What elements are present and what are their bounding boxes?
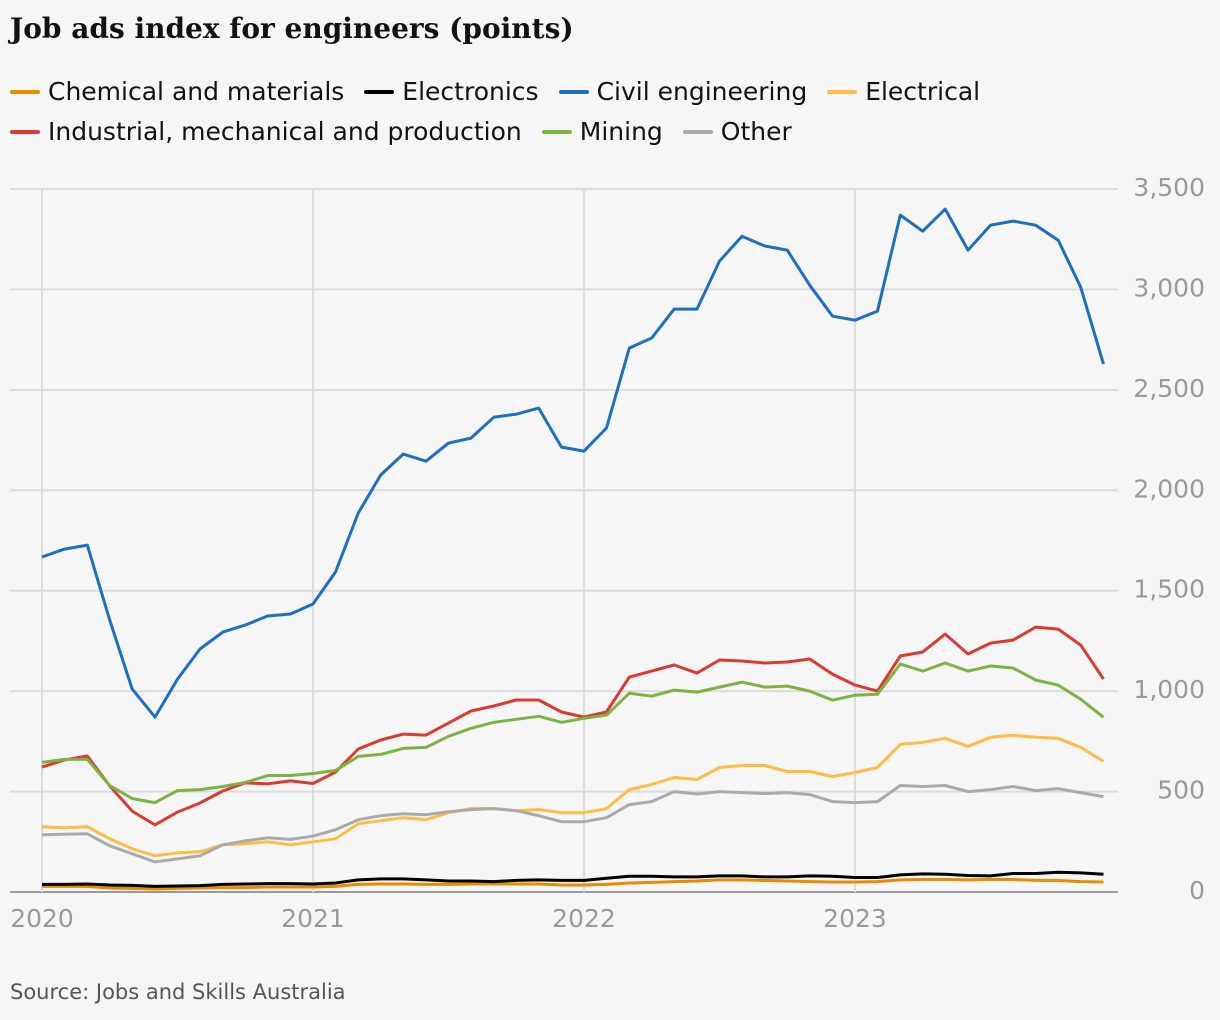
series-line xyxy=(41,625,1105,827)
legend-label: Mining xyxy=(579,117,663,146)
legend-label: Industrial, mechanical and production xyxy=(48,117,522,146)
y-tick-label: 3,000 xyxy=(1133,273,1205,302)
legend-item: Civil engineering xyxy=(558,72,808,112)
legend-swatch xyxy=(827,90,858,94)
legend-label: Chemical and materials xyxy=(48,77,345,106)
legend-item: Chemical and materials xyxy=(10,72,344,112)
series-line xyxy=(42,878,1104,891)
y-tick-label: 0 xyxy=(1189,876,1205,905)
y-tick-label: 500 xyxy=(1157,776,1205,805)
legend-item: Mining xyxy=(541,112,663,152)
series-line xyxy=(42,870,1104,888)
series-line xyxy=(41,207,1105,719)
x-tick-label: 2022 xyxy=(552,904,616,933)
legend-label: Electrical xyxy=(865,77,981,106)
series-line xyxy=(41,733,1105,858)
x-tick-label: 2020 xyxy=(10,904,74,933)
legend-swatch xyxy=(541,130,572,134)
series-line xyxy=(41,661,1105,805)
legend-item: Electrical xyxy=(827,72,980,112)
legend-label: Civil engineering xyxy=(596,77,808,106)
y-tick-label: 1,000 xyxy=(1133,675,1205,704)
legend-swatch xyxy=(682,130,713,134)
x-tick-label: 2021 xyxy=(281,904,345,933)
y-tick-label: 2,000 xyxy=(1133,474,1205,503)
legend-item: Industrial, mechanical and production xyxy=(10,112,522,152)
y-tick-label: 2,500 xyxy=(1133,374,1205,403)
legend-swatch xyxy=(558,90,589,94)
legend-swatch xyxy=(10,130,40,134)
legend-swatch xyxy=(364,90,395,94)
x-tick-label: 2023 xyxy=(823,904,887,933)
series-line xyxy=(41,784,1104,864)
chart: 0 500 1,000 1,500 2,000 2,500 3,000 3,500 2020 20… xyxy=(10,173,1205,933)
legend-swatch xyxy=(10,90,40,94)
y-tick-label: 1,500 xyxy=(1133,575,1205,604)
y-tick-label: 3,500 xyxy=(1133,173,1205,202)
legend-label: Electronics xyxy=(402,77,539,106)
legend-item: Electronics xyxy=(364,72,539,112)
chart-title: Job ads index for engineers (points) xyxy=(10,12,574,45)
legend: Chemical and materials Electronics Civil e… xyxy=(10,72,1215,152)
legend-item: Other xyxy=(682,112,792,152)
source: Source: Jobs and Skills Australia xyxy=(10,980,346,1004)
legend-label: Other xyxy=(720,117,792,146)
